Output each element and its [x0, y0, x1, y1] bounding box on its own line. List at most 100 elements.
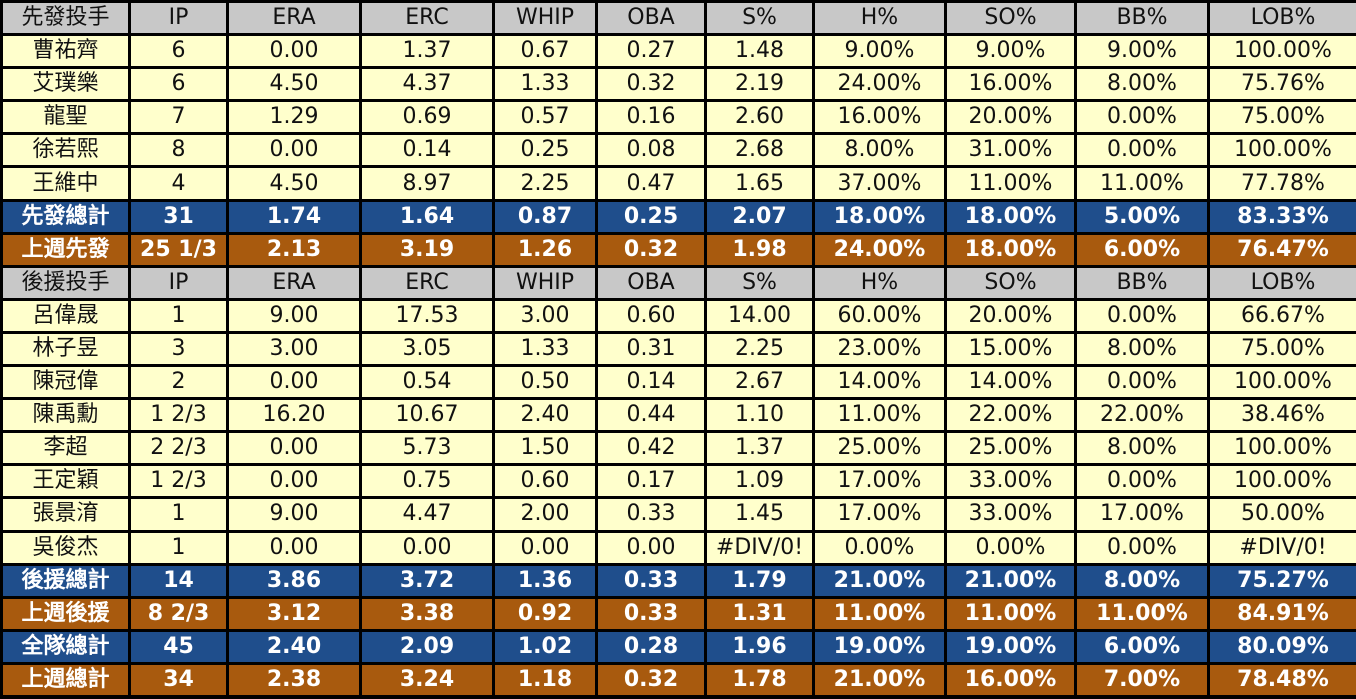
stat-cell: 0.14 [362, 135, 492, 166]
row-label-cell: 後援總計 [3, 565, 128, 596]
pitcher-row: 艾璞樂 6 4.50 4.37 1.33 0.32 2.19 24.00% 16.00% 8.00… [3, 69, 1356, 100]
stat-cell: 22.00% [1077, 400, 1207, 431]
stat-cell: 3.12 [229, 598, 359, 629]
stat-cell: 77.78% [1210, 168, 1356, 199]
stat-cell: 0.87 [495, 201, 595, 232]
column-header-cell: IP [131, 267, 226, 298]
stat-cell: 7 [131, 102, 226, 133]
stat-cell: 8.00% [1077, 69, 1207, 100]
stat-cell: 75.27% [1210, 565, 1356, 596]
column-header-cell: S% [707, 3, 812, 34]
stat-cell: 1.98 [707, 234, 812, 265]
stat-cell: 0.00% [1077, 300, 1207, 331]
stat-cell: 11.00% [1077, 598, 1207, 629]
stat-cell: 0.54 [362, 367, 492, 398]
relievers-last-week-row: 上週後援 8 2/3 3.12 3.38 0.92 0.33 1.31 11.00% 11.00… [3, 598, 1356, 629]
row-label-cell: 全隊總計 [3, 631, 128, 662]
pitcher-row: 呂偉晟 1 9.00 17.53 3.00 0.60 14.00 60.00% 20.00% 0.… [3, 300, 1356, 331]
stat-cell: 1.50 [495, 433, 595, 464]
stat-cell: 100.00% [1210, 36, 1356, 67]
stat-cell: 2.00 [495, 499, 595, 530]
stat-cell: #DIV/0! [707, 532, 812, 563]
stat-cell: 1.78 [707, 664, 812, 695]
stat-cell: 1.65 [707, 168, 812, 199]
header-row: 後援投手 IP ERA ERC WHIP OBA S% H% SO% BB% LOB% [3, 267, 1356, 298]
stat-cell: 2.40 [229, 631, 359, 662]
stat-cell: 24.00% [815, 69, 944, 100]
stat-cell: 17.00% [815, 466, 944, 497]
stat-cell: 0.67 [495, 36, 595, 67]
stat-cell: 33.00% [947, 466, 1074, 497]
column-header-cell: ERA [229, 267, 359, 298]
table-body: 先發投手 IP ERA ERC WHIP OBA S% H% SO% BB% LOB% 曹祐齊 6 0.0… [3, 3, 1356, 695]
stat-cell: 0.00 [229, 36, 359, 67]
relievers-total-row: 後援總計 14 3.86 3.72 1.36 0.33 1.79 21.00% 21.00% 8.… [3, 565, 1356, 596]
stat-cell: 80.09% [1210, 631, 1356, 662]
stat-cell: 1.02 [495, 631, 595, 662]
stat-cell: 100.00% [1210, 433, 1356, 464]
stat-cell: 3.19 [362, 234, 492, 265]
stat-cell: 0.00% [1077, 367, 1207, 398]
stat-cell: 0.50 [495, 367, 595, 398]
stat-cell: 1 2/3 [131, 466, 226, 497]
row-label-cell: 李超 [3, 433, 128, 464]
stat-cell: 84.91% [1210, 598, 1356, 629]
stat-cell: 0.60 [598, 300, 704, 331]
stat-cell: 0.00% [1077, 532, 1207, 563]
stat-cell: 0.32 [598, 664, 704, 695]
column-header-cell: ERC [362, 3, 492, 34]
stat-cell: 11.00% [947, 168, 1074, 199]
stat-cell: 1.33 [495, 333, 595, 365]
stat-cell: 22.00% [947, 400, 1074, 431]
stat-cell: 25 1/3 [131, 234, 226, 265]
starters-last-week-row: 上週先發 25 1/3 2.13 3.19 1.26 0.32 1.98 24.00% 18.0… [3, 234, 1356, 265]
stat-cell: 8.00% [1077, 433, 1207, 464]
stat-cell: 0.31 [598, 333, 704, 365]
stat-cell: 0.60 [495, 466, 595, 497]
stat-cell: 38.46% [1210, 400, 1356, 431]
stat-cell: #DIV/0! [1210, 532, 1356, 563]
stat-cell: 14.00% [815, 367, 944, 398]
stat-cell: 33.00% [947, 499, 1074, 530]
pitcher-row: 李超 2 2/3 0.00 5.73 1.50 0.42 1.37 25.00% 25.00% 8… [3, 433, 1356, 464]
stat-cell: 5.00% [1077, 201, 1207, 232]
column-header-cell: IP [131, 3, 226, 34]
stat-cell: 4.37 [362, 69, 492, 100]
stat-cell: 6 [131, 36, 226, 67]
stat-cell: 1.37 [362, 36, 492, 67]
row-label-cell: 上週先發 [3, 234, 128, 265]
stat-cell: 9.00% [947, 36, 1074, 67]
stat-cell: 16.20 [229, 400, 359, 431]
stat-cell: 4.50 [229, 69, 359, 100]
stat-cell: 20.00% [947, 102, 1074, 133]
pitcher-row: 張景淯 1 9.00 4.47 2.00 0.33 1.45 17.00% 33.00% 17.0… [3, 499, 1356, 530]
stat-cell: 23.00% [815, 333, 944, 365]
stat-cell: 0.27 [598, 36, 704, 67]
row-label-cell: 陳冠偉 [3, 367, 128, 398]
stat-cell: 3.05 [362, 333, 492, 365]
stat-cell: 17.00% [1077, 499, 1207, 530]
stat-cell: 17.53 [362, 300, 492, 331]
stat-cell: 16.00% [947, 69, 1074, 100]
pitcher-row: 吳俊杰 1 0.00 0.00 0.00 0.00 #DIV/0! 0.00% 0.00% 0.0… [3, 532, 1356, 563]
stat-cell: 0.47 [598, 168, 704, 199]
stat-cell: 18.00% [947, 234, 1074, 265]
stat-cell: 0.25 [598, 201, 704, 232]
stat-cell: 1.31 [707, 598, 812, 629]
stat-cell: 0.00% [1077, 466, 1207, 497]
stat-cell: 60.00% [815, 300, 944, 331]
stat-cell: 11.00% [947, 598, 1074, 629]
stat-cell: 0.00 [362, 532, 492, 563]
stat-cell: 0.16 [598, 102, 704, 133]
stat-cell: 75.00% [1210, 102, 1356, 133]
column-header-cell: SO% [947, 3, 1074, 34]
stat-cell: 9.00% [1077, 36, 1207, 67]
pitcher-row: 王維中 4 4.50 8.97 2.25 0.47 1.65 37.00% 11.00% 11.0… [3, 168, 1356, 199]
stat-cell: 6 [131, 69, 226, 100]
column-header-cell: BB% [1077, 3, 1207, 34]
stat-cell: 0.00% [1077, 135, 1207, 166]
stat-cell: 11.00% [815, 598, 944, 629]
stat-cell: 2.67 [707, 367, 812, 398]
stat-cell: 21.00% [815, 664, 944, 695]
